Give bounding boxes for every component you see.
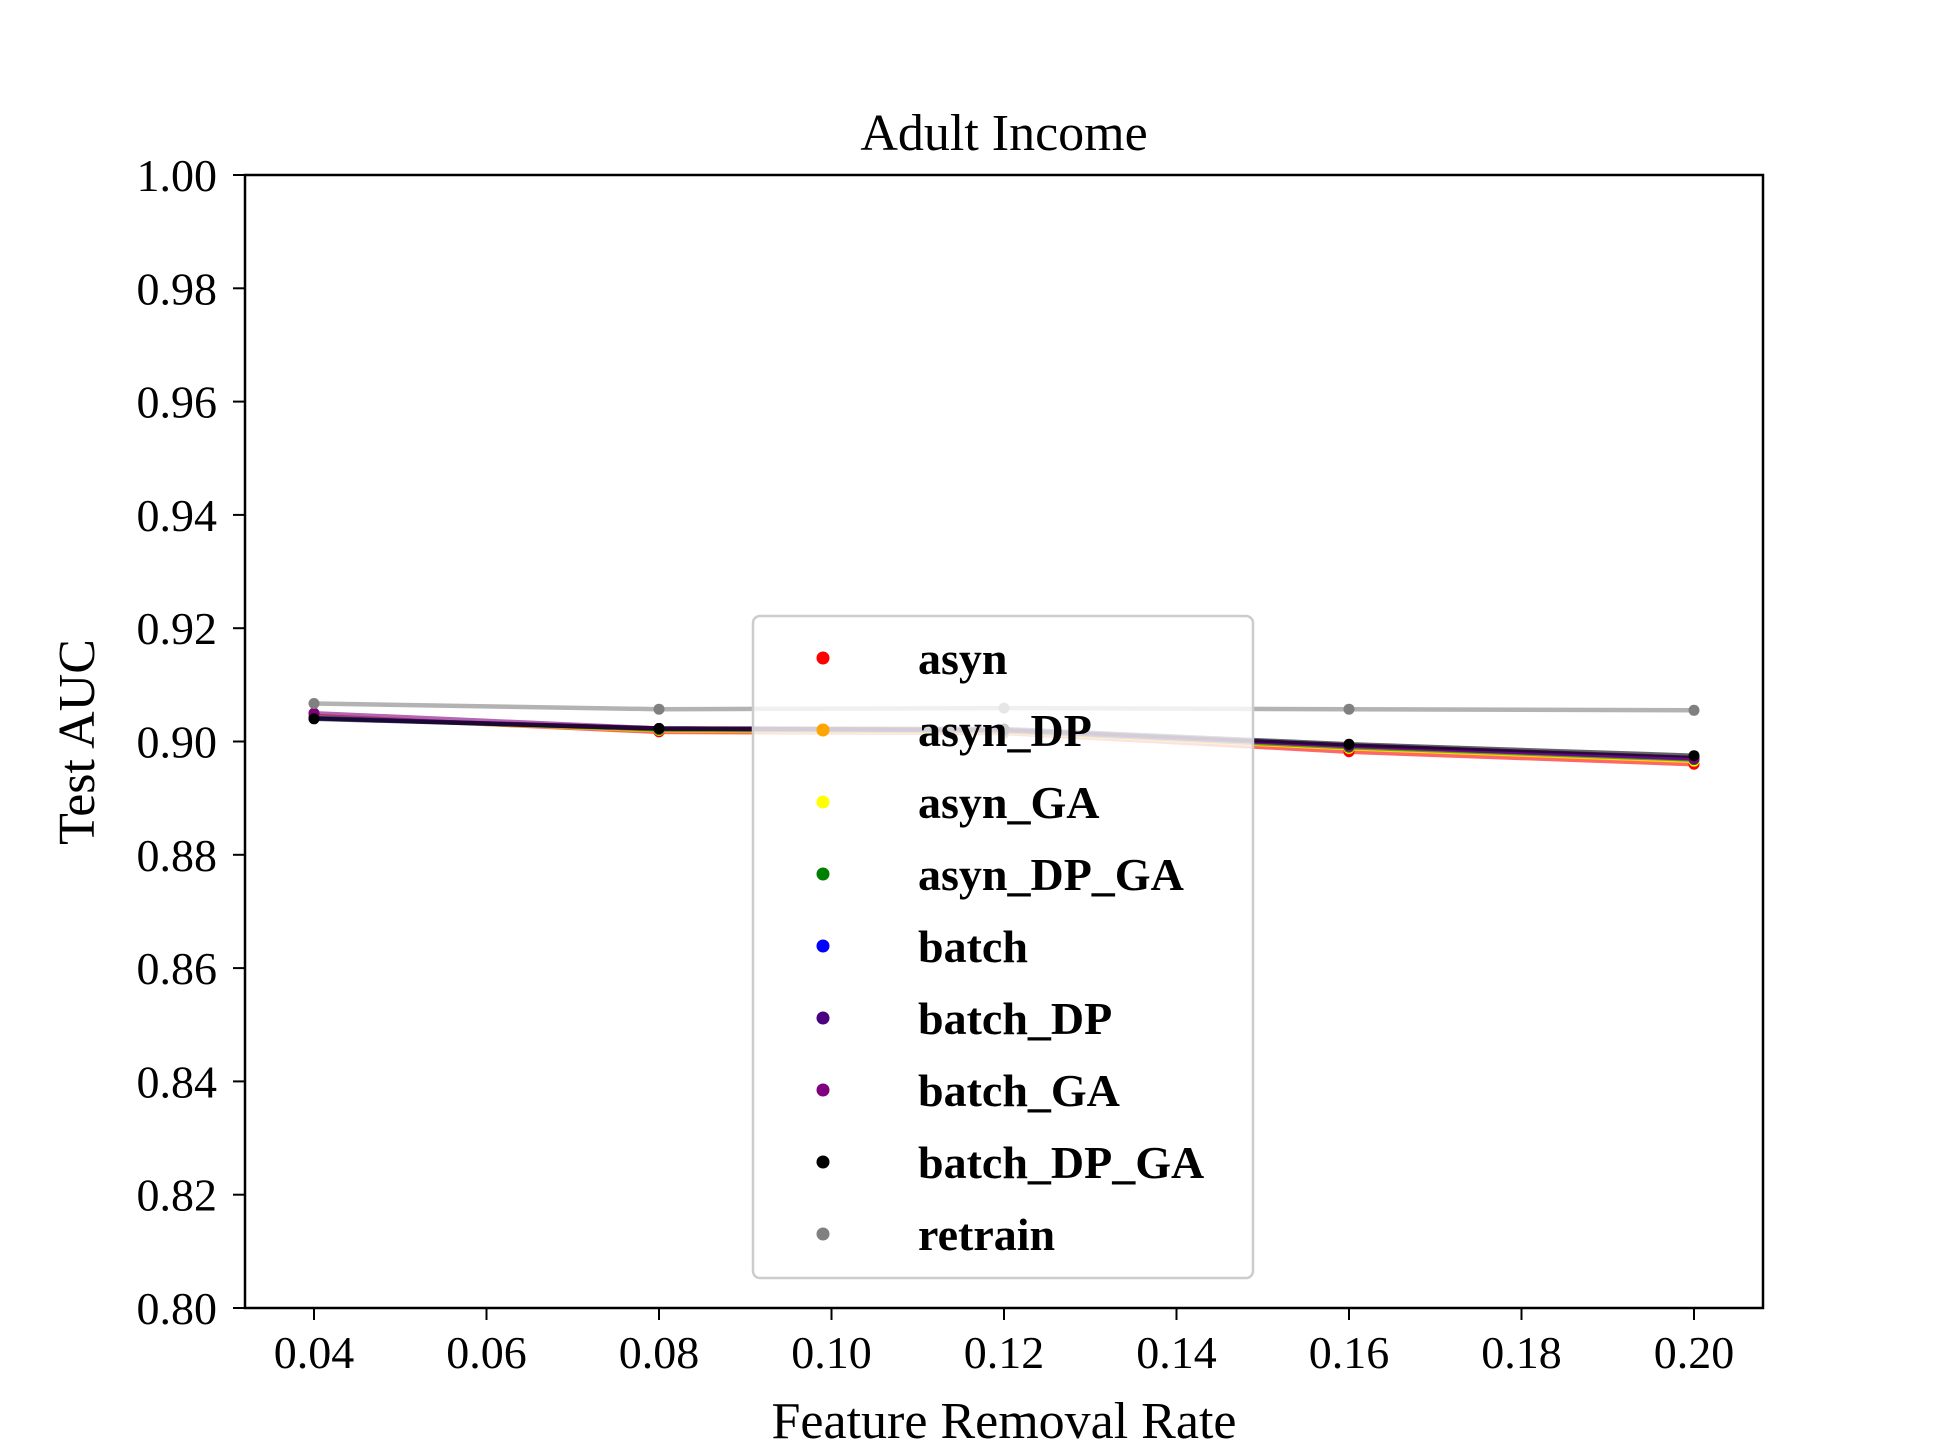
y-tick-label-6: 0.92 <box>137 603 218 654</box>
legend-label-batch_DP: batch_DP <box>918 993 1112 1044</box>
y-tick-label-8: 0.96 <box>137 377 218 428</box>
legend-marker-batch_DP <box>816 1011 830 1025</box>
legend-label-asyn_DP: asyn_DP <box>918 705 1092 756</box>
legend-marker-asyn <box>816 651 830 665</box>
data-point-retrain-4 <box>1688 704 1700 716</box>
y-tick-label-2: 0.84 <box>137 1056 218 1107</box>
x-tick-label-2: 0.08 <box>619 1327 700 1378</box>
legend-marker-batch_DP_GA <box>816 1155 830 1169</box>
y-tick-label-9: 0.98 <box>137 263 218 314</box>
x-tick-label-6: 0.16 <box>1309 1327 1390 1378</box>
y-tick-label-4: 0.88 <box>137 830 218 881</box>
legend-marker-asyn_DP_GA <box>816 867 830 881</box>
y-tick-label-0: 0.80 <box>137 1283 218 1334</box>
legend-label-retrain: retrain <box>918 1209 1055 1260</box>
axes-layer: 0.04 0.06 0.08 0.10 0.12 0.14 0.16 0.18 0.20 0.80… <box>137 150 1765 1378</box>
legend-label-batch_DP_GA: batch_DP_GA <box>918 1137 1204 1188</box>
data-point-batch_DP_GA-3 <box>1343 738 1355 750</box>
legend-box <box>751 614 1255 1280</box>
legend-label-asyn_GA: asyn_GA <box>918 777 1099 828</box>
y-tick-label-5: 0.90 <box>137 717 218 768</box>
x-axis-label: Feature Removal Rate <box>772 1393 1237 1450</box>
x-tick-label-5: 0.14 <box>1136 1327 1217 1378</box>
chart-title: Adult Income <box>860 105 1147 162</box>
legend-marker-batch_GA <box>816 1083 830 1097</box>
x-tick-label-8: 0.20 <box>1654 1327 1735 1378</box>
y-axis-label: Test AUC <box>49 639 106 845</box>
legend-marker-asyn_DP <box>816 723 830 737</box>
data-point-batch_DP_GA-1 <box>653 723 665 734</box>
x-tick-label-3: 0.10 <box>791 1327 872 1378</box>
data-point-retrain-1 <box>653 703 665 715</box>
y-tick-label-1: 0.82 <box>137 1170 218 1221</box>
x-tick-label-1: 0.06 <box>446 1327 527 1378</box>
legend-label-batch: batch <box>918 921 1028 972</box>
y-tick-label-3: 0.86 <box>137 943 218 994</box>
legend-marker-asyn_GA <box>816 795 830 809</box>
y-tick-label-7: 0.94 <box>137 490 218 541</box>
x-tick-label-0: 0.04 <box>274 1327 355 1378</box>
data-point-retrain-3 <box>1343 703 1355 715</box>
legend-label-batch_GA: batch_GA <box>918 1065 1120 1116</box>
x-tick-label-7: 0.18 <box>1481 1327 1562 1378</box>
legend-label-asyn: asyn <box>918 633 1007 684</box>
data-point-batch_DP_GA-4 <box>1688 750 1700 762</box>
legend-marker-retrain <box>816 1227 830 1241</box>
x-tick-label-4: 0.12 <box>964 1327 1045 1378</box>
legend-label-asyn_DP_GA: asyn_DP_GA <box>918 849 1184 900</box>
data-point-batch_DP_GA-0 <box>308 713 320 725</box>
data-point-retrain-0 <box>308 698 320 709</box>
legend-marker-batch <box>816 939 830 953</box>
y-tick-label-10: 1.00 <box>137 150 218 201</box>
